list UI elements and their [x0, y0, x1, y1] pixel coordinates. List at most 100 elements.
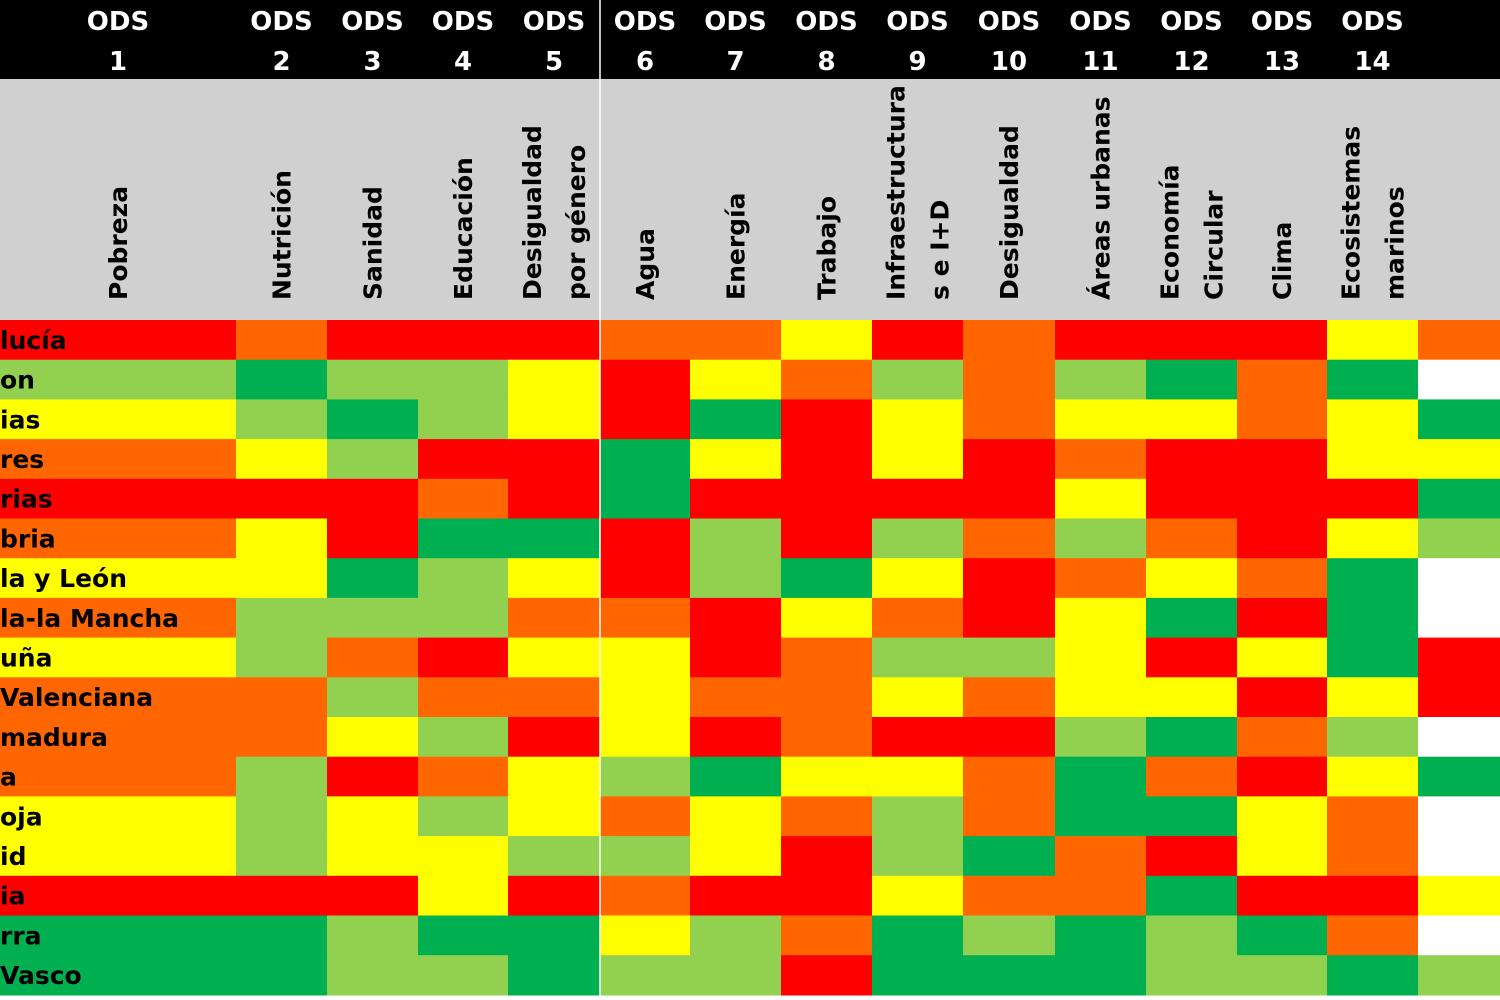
heatmap-cell — [418, 399, 509, 440]
heatmap-cell — [1418, 637, 1500, 678]
heatmap-cell — [781, 439, 873, 480]
heatmap-cell — [236, 756, 328, 797]
heatmap-cell — [236, 796, 328, 837]
heatmap-cell — [690, 558, 782, 599]
row-label: lucía — [0, 326, 67, 355]
column-theme-label: Agua — [631, 228, 660, 300]
heatmap-cell — [1055, 955, 1147, 996]
column-theme-label: marinos — [1381, 186, 1410, 300]
heatmap-cell — [1146, 875, 1238, 917]
heatmap-cell — [0, 796, 237, 837]
heatmap-cell — [0, 677, 237, 718]
heatmap-cell — [236, 399, 328, 440]
heatmap-cell — [1418, 359, 1500, 400]
heatmap-cell — [327, 399, 419, 440]
heatmap-cell — [872, 717, 964, 758]
row-label: bria — [0, 524, 56, 553]
heatmap-cell — [963, 836, 1056, 877]
heatmap-cell — [963, 439, 1056, 480]
column-theme-label: Energía — [722, 193, 751, 301]
heatmap-cell — [236, 518, 328, 559]
heatmap-cell — [1055, 836, 1147, 877]
column-header-number: 1 — [109, 47, 127, 77]
heatmap-cell — [600, 875, 691, 917]
heatmap-cell — [1327, 478, 1419, 520]
heatmap-cell — [1146, 399, 1238, 440]
heatmap-cell — [0, 915, 237, 956]
heatmap-cell — [872, 399, 964, 440]
column-header-number: 13 — [1264, 47, 1300, 77]
heatmap-cell — [1237, 597, 1328, 639]
heatmap-cell — [872, 637, 964, 678]
heatmap-cell — [1327, 399, 1419, 440]
heatmap-cell — [690, 677, 782, 718]
column-theme-label: Economía — [1156, 164, 1185, 300]
heatmap-cell — [872, 677, 964, 718]
heatmap-cell — [418, 359, 509, 400]
heatmap-cell — [327, 717, 419, 758]
heatmap-cell — [236, 597, 328, 639]
heatmap-cell — [327, 915, 419, 956]
heatmap-cell — [236, 359, 328, 400]
column-theme-label: Desigualdad — [995, 125, 1024, 300]
heatmap-cell — [872, 478, 964, 520]
heatmap-cell — [0, 439, 237, 480]
column-header-number: 6 — [636, 47, 654, 77]
heatmap-cell — [600, 439, 691, 480]
heatmap-cell — [1237, 915, 1328, 956]
heatmap-cell — [1146, 439, 1238, 480]
heatmap-cell — [0, 399, 237, 440]
heatmap-cell — [1327, 558, 1419, 599]
heatmap-cell — [781, 320, 873, 361]
column-header-ods: ODS — [523, 7, 585, 37]
heatmap-cell — [872, 320, 964, 361]
heatmap-cell — [0, 320, 237, 361]
column-header-number: 5 — [545, 47, 563, 77]
heatmap-cell — [600, 597, 691, 639]
heatmap-cell — [236, 478, 328, 520]
heatmap-cell — [1055, 320, 1147, 361]
row-label: ias — [0, 405, 40, 434]
heatmap-cell — [690, 399, 782, 440]
heatmap-cell — [600, 717, 691, 758]
heatmap-cell — [1055, 875, 1147, 917]
heatmap-cell — [600, 359, 691, 400]
heatmap-cell — [418, 756, 509, 797]
heatmap-cell — [1237, 677, 1328, 718]
row-label: rias — [0, 485, 53, 514]
heatmap-cell — [327, 439, 419, 480]
heatmap-cell — [1327, 597, 1419, 639]
heatmap-cell — [1146, 518, 1238, 559]
heatmap-cell — [600, 756, 691, 797]
heatmap-cell — [690, 359, 782, 400]
column-theme-label: Infraestructura — [882, 85, 911, 300]
heatmap-cell — [1418, 915, 1500, 956]
heatmap-cell — [418, 915, 509, 956]
heatmap-cell — [1418, 875, 1500, 917]
heatmap-cell — [1418, 796, 1500, 837]
heatmap-cell — [963, 875, 1056, 917]
heatmap-cell — [1146, 359, 1238, 400]
column-theme-label: Sanidad — [359, 186, 388, 300]
heatmap-cell — [508, 597, 601, 639]
column-header-ods: ODS — [704, 7, 766, 37]
heatmap-cell — [690, 518, 782, 559]
heatmap-cell — [1327, 677, 1419, 718]
heatmap-cell — [1418, 320, 1500, 361]
heatmap-cell — [1418, 677, 1500, 718]
heatmap-cell — [1327, 637, 1419, 678]
heatmap-cell — [781, 478, 873, 520]
heatmap-cell — [1055, 597, 1147, 639]
heatmap-cell — [508, 518, 601, 559]
heatmap-cell — [418, 836, 509, 877]
column-header-ods: ODS — [432, 7, 494, 37]
heatmap-cell — [1237, 320, 1328, 361]
heatmap-cell — [1055, 796, 1147, 837]
heatmap-cell — [236, 717, 328, 758]
heatmap-cell — [963, 717, 1056, 758]
column-theme-label: Desigualdad — [518, 125, 547, 300]
heatmap-cell — [1418, 478, 1500, 520]
row-label: id — [0, 842, 26, 871]
heatmap-cell — [418, 558, 509, 599]
row-label: Valenciana — [0, 683, 153, 712]
